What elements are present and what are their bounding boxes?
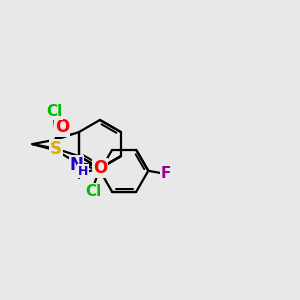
Text: N: N bbox=[70, 156, 83, 174]
Text: O: O bbox=[55, 118, 69, 136]
Text: Cl: Cl bbox=[85, 184, 101, 199]
Text: F: F bbox=[160, 166, 171, 181]
Text: O: O bbox=[93, 159, 107, 177]
Text: H: H bbox=[78, 165, 88, 178]
Text: Cl: Cl bbox=[46, 104, 62, 119]
Text: S: S bbox=[50, 140, 62, 158]
